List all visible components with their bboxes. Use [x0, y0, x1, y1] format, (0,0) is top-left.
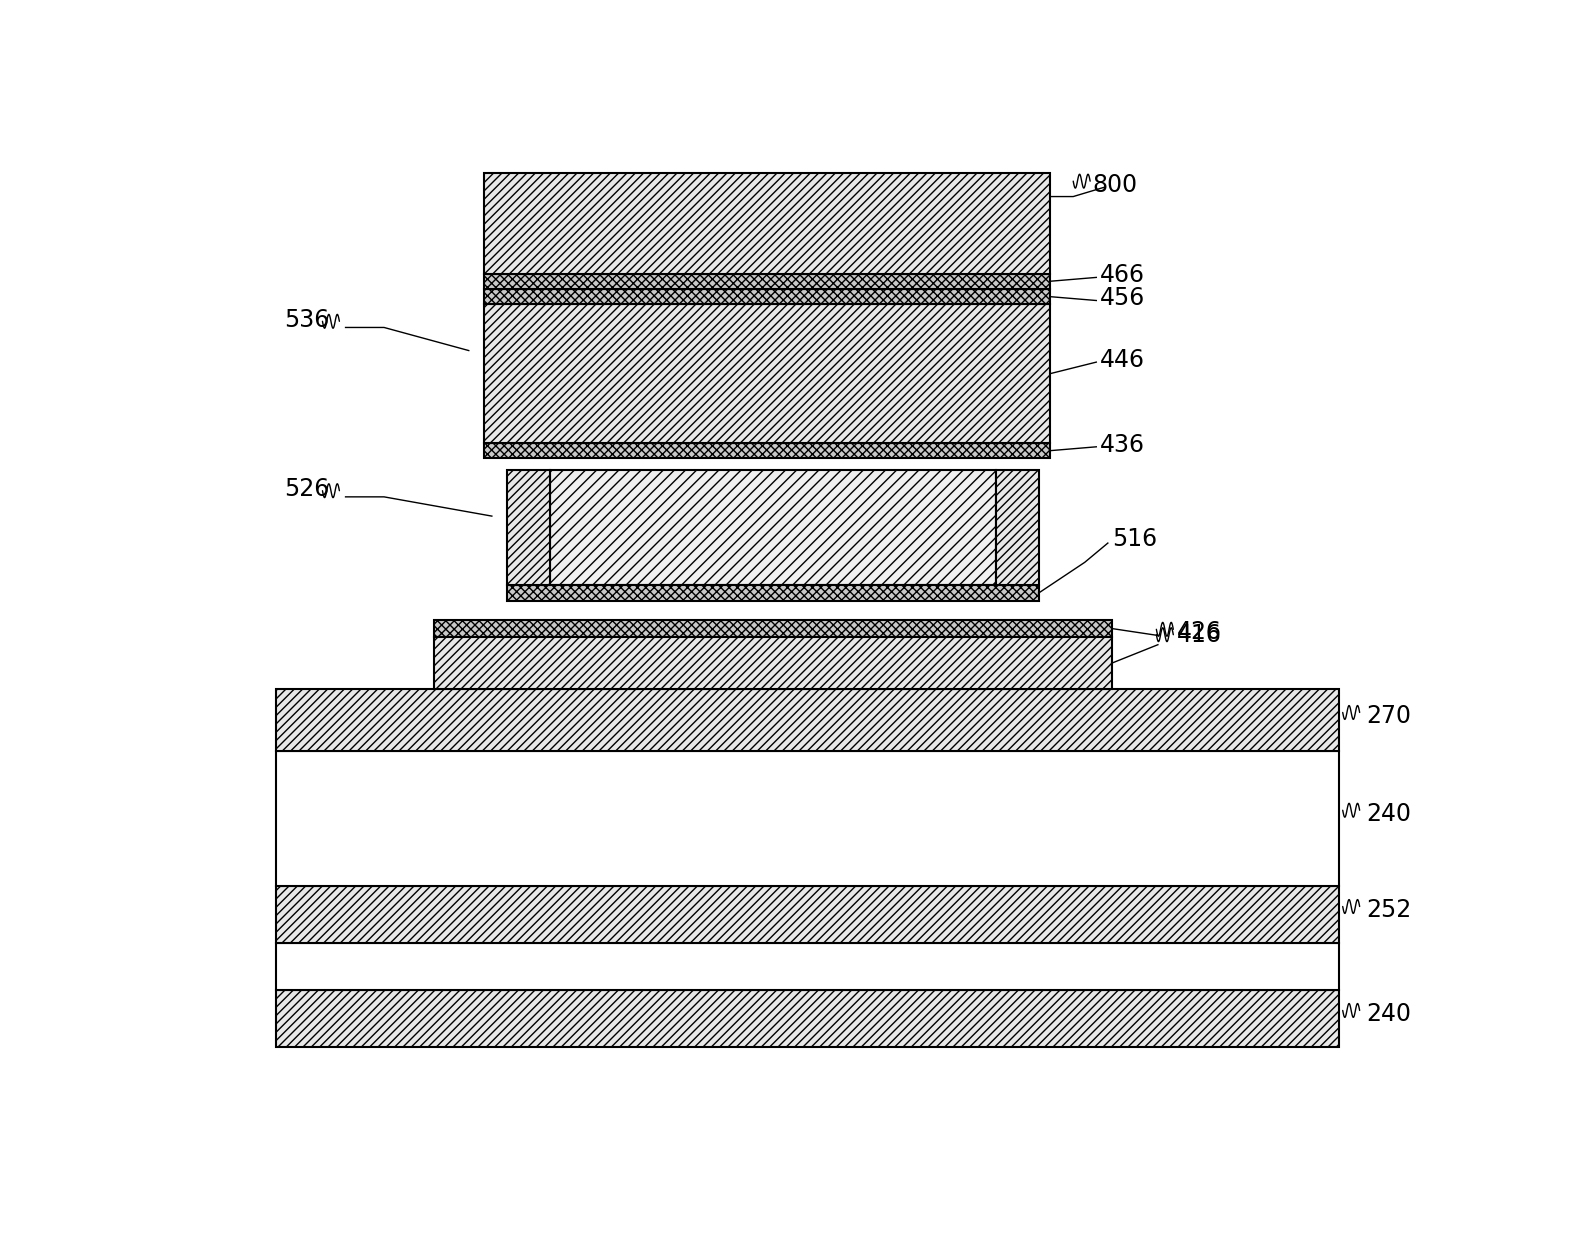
Bar: [484, 289, 1050, 304]
Bar: [276, 944, 1338, 990]
Text: 516: 516: [1112, 528, 1157, 551]
Text: 416: 416: [1177, 624, 1222, 648]
Text: 466: 466: [1101, 263, 1145, 287]
Bar: [550, 470, 996, 585]
Bar: [507, 470, 550, 585]
Bar: [435, 620, 1112, 637]
Text: 436: 436: [1101, 432, 1145, 456]
Bar: [276, 990, 1338, 1048]
Text: 240: 240: [1365, 802, 1411, 826]
Text: 446: 446: [1101, 348, 1145, 372]
Text: 252: 252: [1365, 898, 1411, 922]
Bar: [484, 273, 1050, 289]
Bar: [276, 689, 1338, 751]
Text: 270: 270: [1365, 704, 1411, 728]
Bar: [484, 444, 1050, 459]
Bar: [276, 886, 1338, 944]
Bar: [276, 751, 1338, 886]
Text: 240: 240: [1365, 1002, 1411, 1026]
Bar: [435, 637, 1112, 689]
Bar: [507, 585, 1039, 600]
Bar: [484, 173, 1050, 273]
Bar: [484, 304, 1050, 444]
Text: 426: 426: [1177, 620, 1222, 644]
Text: 526: 526: [284, 477, 330, 501]
Text: 800: 800: [1093, 173, 1137, 197]
Text: 536: 536: [284, 308, 330, 332]
Text: 456: 456: [1101, 286, 1145, 311]
Bar: [996, 470, 1039, 585]
